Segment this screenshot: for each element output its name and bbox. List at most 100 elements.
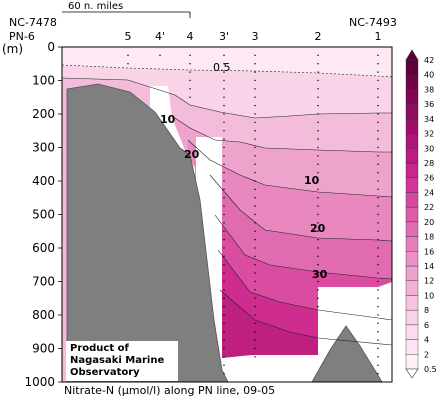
sample-dot [254,121,256,124]
sample-dot [317,289,319,291]
sample-dot [254,138,256,140]
station-labels: PN-6 5 4' 4 3' 3 2 1 [9,30,382,43]
colorbar-tick-label: 26 [424,174,434,183]
contour-label: 20 [310,222,326,235]
sample-dot [254,305,256,308]
sample-dot [189,79,191,82]
contour-lines [62,64,392,346]
sample-dot [223,54,225,57]
colorbar-tick-label: 30 [424,144,434,153]
sample-dot [317,79,319,82]
sample-dot [254,79,256,82]
sample-dot [254,188,256,191]
colorbar-band [405,192,419,208]
colorbar-tick-label: 38 [424,85,434,94]
sample-dot [223,238,225,241]
station-sample-dots [127,54,379,375]
credit-line: Nagasaki Marine [70,355,165,366]
station-label: PN-6 [9,30,35,43]
sample-dot [317,247,319,249]
end-label-right: NC-7493 [349,16,397,29]
sample-dot [317,297,319,299]
sample-dot [223,372,225,375]
y-tick-label: 200 [32,107,55,121]
colorbar-band [405,177,419,193]
sample-dot [254,314,256,316]
end-label-left: NC-7478 [9,16,57,29]
sample-dot [223,289,225,291]
sample-dot [223,63,225,65]
station-label: 4' [155,30,165,43]
y-tick-label: 400 [32,174,55,188]
sample-dot [377,314,379,316]
sample-dot [254,272,256,274]
sample-dot [189,54,191,57]
contour-label: 10 [160,113,176,126]
sample-dot [189,71,191,73]
colorbar-tick-label: 4 [424,336,429,345]
colorbar-tick-label: 20 [424,218,434,227]
colorbar-tick-label: 12 [424,277,434,286]
sample-dot [223,188,225,191]
sample-dot [223,331,225,333]
sample-dot [317,104,319,107]
colorbar-band [405,295,419,311]
sample-dot [223,322,225,325]
sample-dot [377,113,379,115]
sample-dot [317,63,319,65]
sample-dot [377,54,379,57]
sample-dot [254,205,256,207]
sample-dot [254,247,256,249]
station-label: 2 [315,30,322,43]
sample-dot [377,272,379,274]
sample-dot [377,155,379,157]
sample-dot [317,188,319,191]
sample-dot [254,222,256,224]
colorbar-band [405,59,419,75]
colorbar-tick-label: 14 [424,262,434,271]
sample-dot [377,331,379,333]
sample-dot [223,121,225,124]
sample-dot [254,255,256,258]
sample-dot [377,213,379,216]
sample-dot [377,130,379,132]
y-tick-label: 800 [32,308,55,322]
sample-dot [377,372,379,375]
colorbar-band [405,148,419,164]
colorbar: 0.52468101214161820222426283032343638404… [405,49,437,379]
sample-dot [377,88,379,90]
sample-dot [377,289,379,291]
sample-dot [377,138,379,140]
sample-dot [317,71,319,73]
sample-dot [377,96,379,98]
colorbar-band [405,206,419,223]
colorbar-tick-label: 0.5 [424,365,437,374]
sample-dot [377,222,379,224]
sample-dot [254,96,256,98]
sample-dot [254,130,256,132]
sample-dot [317,272,319,274]
sample-dot [317,113,319,115]
sample-dot [223,280,225,283]
sample-dot [223,180,225,182]
sample-dot [377,339,379,341]
sample-dot [223,71,225,73]
colorbar-tick-label: 42 [424,56,434,65]
sample-dot [254,264,256,266]
y-axis: 0 100 200 300 400 500 600 700 800 900 1000 [24,40,62,389]
sample-dot [377,188,379,191]
y-tick-label: 600 [32,241,55,255]
sample-dot [223,138,225,140]
colorbar-band [405,133,419,149]
sample-dot [254,230,256,232]
sample-dot [317,305,319,308]
contour-label: 20 [184,148,200,161]
colorbar-tick-label: 36 [424,100,434,109]
colorbar-band [405,324,419,340]
sample-dot [254,347,256,350]
contour-label: 30 [312,268,328,281]
sample-dot [223,155,225,157]
sample-dot [223,356,225,358]
sample-dot [223,255,225,258]
